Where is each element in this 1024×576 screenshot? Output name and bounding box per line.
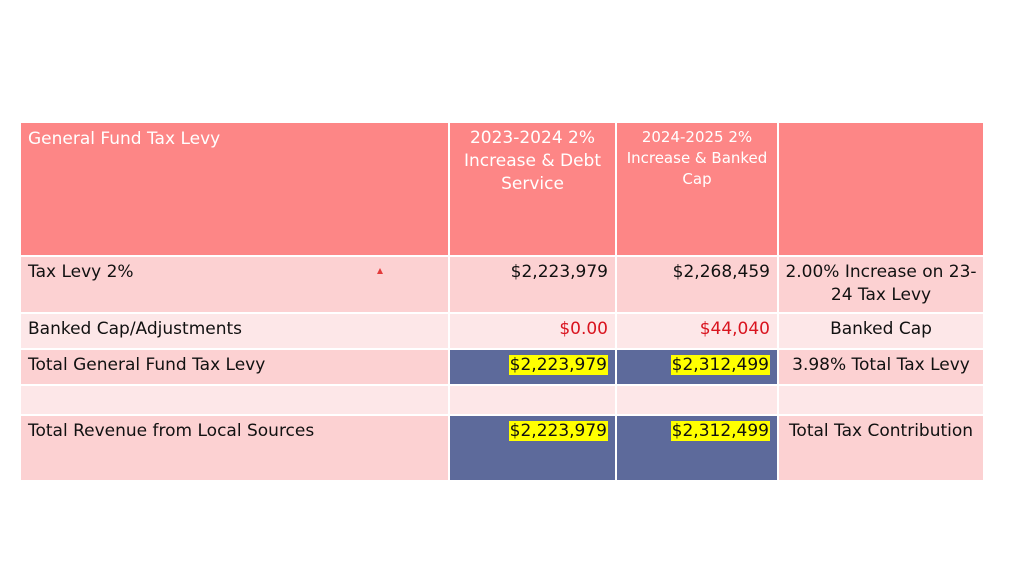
- table-row: Banked Cap/Adjustments $0.00 $44,040 Ban…: [19, 312, 985, 350]
- triangle-marker-icon: [377, 268, 383, 274]
- value-2024-2025: [615, 384, 779, 416]
- row-label: Tax Levy 2%: [19, 255, 450, 314]
- value-2023-2024: $0.00: [448, 312, 617, 350]
- row-note: 3.98% Total Tax Levy: [777, 348, 985, 386]
- header-notes: [777, 121, 985, 257]
- table-row: Total General Fund Tax Levy $2,223,979 $…: [19, 348, 985, 386]
- header-row: General Fund Tax Levy 2023-2024 2% Incre…: [19, 121, 985, 257]
- row-label: [19, 384, 450, 416]
- table-row: Total Revenue from Local Sources $2,223,…: [19, 414, 985, 482]
- value-2024-2025: $2,312,499: [615, 348, 779, 386]
- tax-levy-table: General Fund Tax Levy 2023-2024 2% Incre…: [19, 121, 985, 482]
- header-2024-2025: 2024-2025 2% Increase & Banked Cap: [615, 121, 779, 257]
- row-note: [777, 384, 985, 416]
- value-2024-2025: $2,268,459: [615, 255, 779, 314]
- row-label: Total Revenue from Local Sources: [19, 414, 450, 482]
- value-2023-2024: [448, 384, 617, 416]
- value-2024-2025: $2,312,499: [615, 414, 779, 482]
- header-2023-2024: 2023-2024 2% Increase & Debt Service: [448, 121, 617, 257]
- value-2023-2024: $2,223,979: [448, 348, 617, 386]
- value-2023-2024: $2,223,979: [448, 255, 617, 314]
- header-general-fund-tax-levy: General Fund Tax Levy: [19, 121, 450, 257]
- highlighted-value: $2,312,499: [670, 355, 770, 375]
- row-label: Banked Cap/Adjustments: [19, 312, 450, 350]
- row-note: 2.00% Increase on 23-24 Tax Levy: [777, 255, 985, 314]
- highlighted-value: $2,223,979: [508, 421, 608, 441]
- table-row: Tax Levy 2% $2,223,979 $2,268,459 2.00% …: [19, 255, 985, 314]
- row-note: Banked Cap: [777, 312, 985, 350]
- value-2024-2025: $44,040: [615, 312, 779, 350]
- highlighted-value: $2,223,979: [508, 355, 608, 375]
- value-2023-2024: $2,223,979: [448, 414, 617, 482]
- highlighted-value: $2,312,499: [670, 421, 770, 441]
- table-row-empty: [19, 384, 985, 416]
- row-note: Total Tax Contribution: [777, 414, 985, 482]
- row-label: Total General Fund Tax Levy: [19, 348, 450, 386]
